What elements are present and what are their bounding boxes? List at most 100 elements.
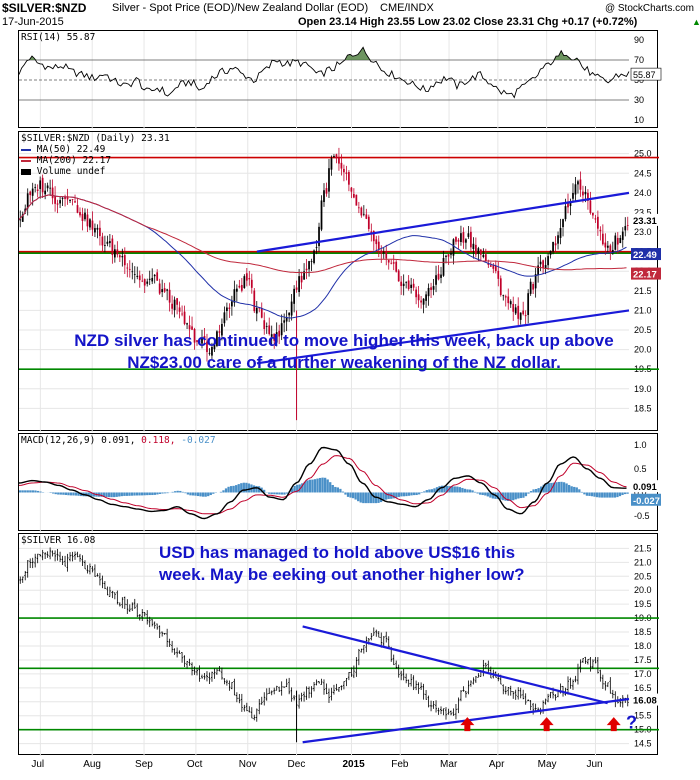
rsi-y-tick-90: 90 <box>634 35 644 45</box>
rsi-y-tick-70: 70 <box>634 55 644 65</box>
macd-histogram-bar <box>128 492 131 496</box>
nzd-candle-body <box>171 303 173 309</box>
nzd-candle-body <box>529 281 532 294</box>
nzd-candle-body <box>233 289 236 303</box>
symbol-description: Silver - Spot Price (EOD)/New Zealand Do… <box>112 2 369 14</box>
nzd-candle-body <box>116 249 119 255</box>
macd-histogram-bar <box>568 484 571 493</box>
nzd-candle-body <box>395 261 398 272</box>
macd-histogram-bar <box>560 481 563 493</box>
macd-title: MACD(12,26,9) 0.091, 0.118, -0.027 <box>21 435 216 446</box>
nzd-candle-body <box>372 231 375 242</box>
macd-histogram-bar <box>36 490 40 493</box>
macd-histogram-bar <box>611 492 614 498</box>
nzd-candle-body <box>470 231 472 248</box>
nzd-candle-body <box>479 249 482 255</box>
nzd-candle-body <box>161 289 164 293</box>
nzd-candle-body <box>106 241 109 244</box>
nzd-candle-body <box>173 299 176 311</box>
nzd-candle-body <box>285 316 288 322</box>
nzd-candle-body <box>188 325 191 330</box>
macd-histogram-bar <box>232 485 235 493</box>
nzd-candle-body <box>621 231 624 240</box>
nzd-candle-body <box>335 154 338 159</box>
macd-histogram-bar <box>240 483 243 493</box>
nzd-candle-body <box>44 190 47 195</box>
macd-title-signal: 0.118, <box>141 435 176 446</box>
macd-histogram-bar <box>275 492 278 495</box>
macd-histogram-bar <box>606 492 609 498</box>
nzd-candle-body <box>29 191 32 196</box>
nzd-candle-body <box>243 276 246 288</box>
nzd-candle-body <box>333 156 335 158</box>
nzd-candle-body <box>582 191 584 196</box>
macd-histogram-bar <box>616 492 619 498</box>
macd-y-tick-label: -0.5 <box>634 511 650 521</box>
macd-histogram-bar <box>247 483 251 493</box>
nzd-candle-body <box>489 265 492 267</box>
nzd-candle-body <box>375 239 378 245</box>
macd-histogram-bar <box>486 492 489 497</box>
macd-histogram-bar <box>453 486 456 493</box>
macd-title-label: MACD(12,26,9) <box>21 435 96 446</box>
macd-histogram-bar <box>54 492 57 495</box>
x-axis: Jul Aug Sep Oct Nov Dec 2015 Feb Mar Apr May Jun <box>18 759 658 777</box>
macd-histogram-bar <box>601 492 604 498</box>
nzd-candle-body <box>213 343 216 350</box>
volume-legend: Volume undef <box>21 166 105 177</box>
nzd-candle-body <box>111 238 114 256</box>
nzd-candle-body <box>353 193 355 198</box>
macd-histogram-bar <box>334 486 337 493</box>
macd-histogram-bar <box>565 483 568 493</box>
nzd-candle-body <box>432 286 435 290</box>
macd-histogram-bar <box>385 492 388 500</box>
macd-histogram-bar <box>499 492 502 500</box>
nzd-candle-body <box>221 323 223 336</box>
nzd-candle-body <box>163 288 166 292</box>
nzd-candle-body <box>445 255 447 257</box>
macd-histogram-bar <box>313 479 317 493</box>
nzd-candle-body <box>407 280 410 290</box>
nzd-candle-body <box>193 329 196 343</box>
macd-histogram-bar <box>435 487 439 493</box>
macd-histogram-bar <box>392 492 395 499</box>
rsi-y-tick-10: 10 <box>634 115 644 125</box>
nzd-candle-body <box>69 200 71 202</box>
macd-histogram-bar <box>273 492 276 495</box>
macd-histogram-bar <box>235 485 238 493</box>
macd-histogram-bar <box>440 485 444 493</box>
macd-histogram-bar <box>196 492 200 497</box>
nzd-candle-body <box>181 313 183 315</box>
nzd-candle-body <box>288 312 291 316</box>
macd-histogram-bar <box>229 486 233 493</box>
nzd-candle-body <box>460 233 462 243</box>
nzd-candle-body <box>235 288 238 292</box>
nzd-candle-body <box>452 239 455 256</box>
nzd-candle-body <box>54 195 56 204</box>
macd-histogram-bar <box>603 492 606 498</box>
nzd-candle-body <box>283 320 286 323</box>
macd-histogram-bar <box>318 477 322 493</box>
nzd-candle-body <box>260 308 263 318</box>
nzd-candle-body <box>524 315 527 317</box>
nzd-candle-body <box>81 213 84 221</box>
nzd-candle-body <box>290 301 293 316</box>
macd-histogram-bar <box>537 488 540 493</box>
y-tick-label: 20.5 <box>634 571 652 581</box>
nzd-candle-body <box>330 158 333 170</box>
y-tick-label: 23.0 <box>634 227 652 237</box>
macd-histogram-bar <box>331 484 334 493</box>
y-tick-label: 16.5 <box>634 683 652 693</box>
macd-histogram-bar <box>585 492 589 496</box>
macd-histogram-bar <box>364 492 367 504</box>
nzd-candle-body <box>574 184 577 195</box>
macd-histogram-bar <box>67 492 70 496</box>
nzd-candle-body <box>616 237 619 245</box>
nzd-candle-body <box>308 261 310 270</box>
macd-histogram-bar <box>123 492 126 496</box>
change-marker: ▲ <box>692 17 700 27</box>
macd-histogram-bar <box>189 492 192 496</box>
rsi-line <box>18 46 630 99</box>
nzd-candle-body <box>539 261 542 265</box>
nzd-candle-body <box>91 220 94 230</box>
